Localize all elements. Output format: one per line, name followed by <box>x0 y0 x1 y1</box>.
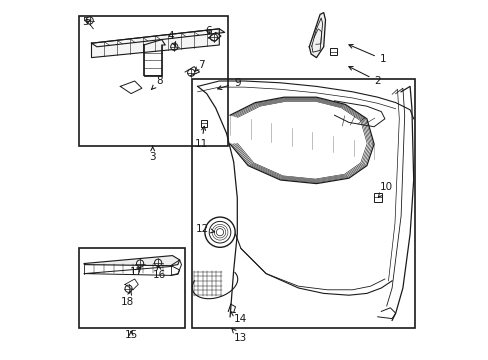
Text: 3: 3 <box>149 146 156 162</box>
Text: 6: 6 <box>205 26 211 36</box>
Text: 15: 15 <box>124 330 138 340</box>
Text: 9: 9 <box>217 78 240 90</box>
Text: 13: 13 <box>231 328 247 343</box>
Text: 14: 14 <box>230 312 247 324</box>
Bar <box>373 193 381 202</box>
Text: 17: 17 <box>130 267 143 277</box>
Bar <box>192 79 415 328</box>
Text: 18: 18 <box>121 291 134 307</box>
Text: 16: 16 <box>153 265 166 280</box>
Text: 5: 5 <box>81 17 91 27</box>
Text: 12: 12 <box>195 224 214 234</box>
Polygon shape <box>91 29 219 58</box>
Bar <box>79 16 228 146</box>
Polygon shape <box>309 13 325 58</box>
Text: 1: 1 <box>348 45 386 64</box>
Polygon shape <box>91 29 224 47</box>
Text: 4: 4 <box>167 31 176 46</box>
Text: 8: 8 <box>151 76 163 89</box>
Text: 10: 10 <box>378 182 392 197</box>
Polygon shape <box>84 256 179 266</box>
Text: 11: 11 <box>194 126 207 149</box>
Bar <box>329 48 337 55</box>
Bar <box>79 248 185 328</box>
Text: 7: 7 <box>194 60 204 71</box>
Bar <box>201 120 207 127</box>
Text: 2: 2 <box>348 67 380 86</box>
